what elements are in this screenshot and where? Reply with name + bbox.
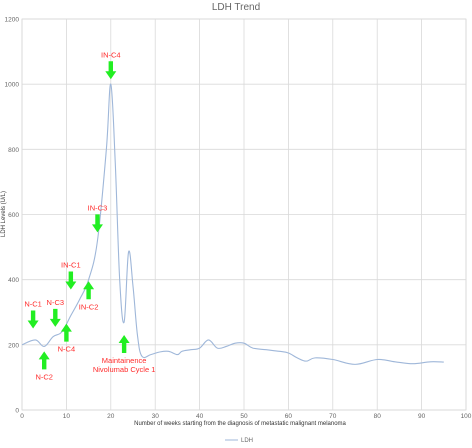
annotation-arrow-icon <box>65 271 77 290</box>
annotation-n-c3: N-C3 <box>47 298 65 327</box>
annotation-arrow-icon <box>60 323 72 342</box>
annotation-arrow-icon <box>27 310 39 329</box>
annotation-n-c1: N-C1 <box>24 300 42 329</box>
annotation-label: IN-C2 <box>79 302 99 311</box>
series-layer <box>21 83 444 365</box>
y-tick-label: 400 <box>8 277 19 284</box>
x-axis-title: Number of weeks starting from the diagno… <box>134 421 346 427</box>
x-tick-label: 30 <box>152 413 160 420</box>
x-tick-label: 40 <box>196 413 204 420</box>
y-tick-label: 200 <box>8 342 19 349</box>
annotation-arrow-icon <box>91 214 103 233</box>
grid-layer <box>21 18 467 411</box>
annotation-in-c2: IN-C2 <box>79 281 99 311</box>
axis-layer: 0 10 20 30 40 50 60 70 80 90 100020040060080010001… <box>5 17 472 421</box>
annotation-label: Maintainence Nivolumab Cycle 1 <box>93 356 156 374</box>
annotation-arrow-icon <box>49 308 61 327</box>
x-tick-label: 80 <box>374 413 382 420</box>
annotation-layer: N-C1 N-C2 N-C3 N-C4 IN-C1 IN-C2 IN-C3 IN-C4 Main… <box>24 50 155 381</box>
annotation-in-c3: IN-C3 <box>88 203 108 233</box>
x-tick-label: 60 <box>285 413 293 420</box>
annotation-arrow-icon <box>83 281 95 300</box>
x-tick-label: 0 <box>20 413 24 420</box>
series-line-ldh <box>21 83 444 365</box>
annotation-label: N-C3 <box>47 298 65 307</box>
annotation-n-c2: N-C2 <box>35 351 53 381</box>
legend-label: LDH <box>241 438 253 444</box>
annotation-arrow-icon <box>118 335 130 354</box>
y-tick-label: 800 <box>8 147 19 154</box>
annotation-maintainence: Maintainence Nivolumab Cycle 1 <box>93 335 156 374</box>
annotation-label: N-C2 <box>35 372 53 381</box>
y-tick-label: 0 <box>15 408 19 415</box>
legend: LDH <box>225 438 253 444</box>
annotation-label: IN-C1 <box>61 260 81 269</box>
y-tick-label: 600 <box>8 212 19 219</box>
annotation-in-c4: IN-C4 <box>101 50 121 80</box>
y-tick-label: 1200 <box>5 17 20 24</box>
annotation-n-c4: N-C4 <box>58 323 76 354</box>
x-tick-label: 10 <box>63 413 71 420</box>
x-tick-label: 100 <box>461 413 472 420</box>
annotation-label: IN-C3 <box>88 203 108 212</box>
annotation-in-c1: IN-C1 <box>61 260 81 290</box>
chart-title: LDH Trend <box>212 2 260 13</box>
x-tick-label: 20 <box>107 413 115 420</box>
annotation-label: IN-C4 <box>101 50 121 59</box>
annotation-label: N-C1 <box>24 300 42 309</box>
y-axis-title: LDH Levels (U/L) <box>1 191 7 237</box>
x-tick-label: 90 <box>418 413 426 420</box>
annotation-label: N-C4 <box>58 345 76 354</box>
x-tick-label: 70 <box>329 413 337 420</box>
x-tick-label: 50 <box>240 413 248 420</box>
annotation-arrow-icon <box>105 61 117 80</box>
y-tick-label: 1000 <box>5 82 20 89</box>
annotation-arrow-icon <box>38 351 50 370</box>
